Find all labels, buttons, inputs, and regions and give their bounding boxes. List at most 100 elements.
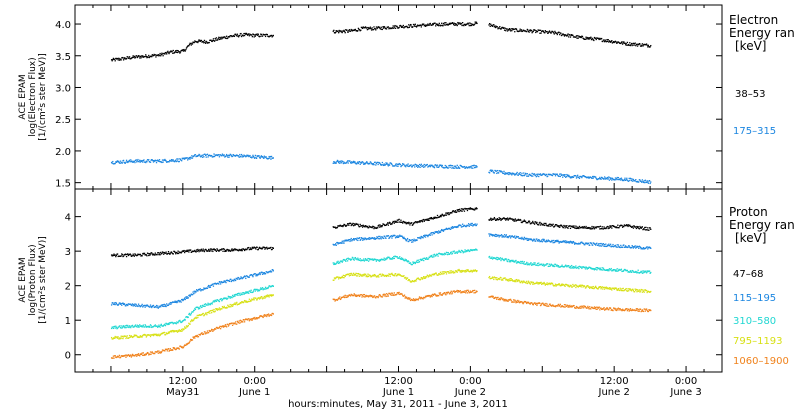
electron-data-point <box>636 180 639 183</box>
electron-data-point <box>494 25 496 27</box>
electron-data-point <box>454 24 456 26</box>
proton-data-point <box>391 257 394 259</box>
proton-data-point <box>125 327 127 329</box>
proton-data-point <box>363 225 366 227</box>
electron-data-point <box>556 173 558 175</box>
proton-data-point <box>568 242 570 244</box>
proton-data-point <box>349 240 351 243</box>
electron-data-point <box>523 172 525 174</box>
proton-data-point <box>557 226 560 228</box>
proton-data-point <box>635 271 638 273</box>
proton-data-point <box>254 288 256 290</box>
electron-data-point <box>138 161 140 163</box>
electron-data-point <box>558 175 560 177</box>
proton-data-point <box>533 263 536 266</box>
proton-data-point <box>240 277 243 279</box>
electron-data-point <box>494 26 497 29</box>
proton-data-point <box>164 304 167 306</box>
electron-data-point <box>466 23 469 25</box>
proton-data-point <box>252 247 255 249</box>
proton-data-point <box>194 308 197 311</box>
electron-data-point <box>228 36 231 38</box>
proton-data-point <box>194 249 196 252</box>
proton-data-point <box>176 330 178 333</box>
proton-data-point <box>255 275 257 277</box>
proton-data-point <box>494 233 497 236</box>
proton-data-point <box>547 239 549 241</box>
proton-data-point <box>130 356 133 358</box>
electron-data-point <box>623 179 626 181</box>
proton-data-point <box>585 266 587 268</box>
proton-data-point <box>160 324 162 326</box>
proton-data-point <box>539 221 541 224</box>
electron-data-point <box>595 38 597 41</box>
proton-data-point <box>456 211 458 213</box>
electron-data-point <box>199 155 201 157</box>
electron-data-point <box>262 156 264 159</box>
proton-data-point <box>154 352 156 355</box>
electron-data-point <box>448 164 451 167</box>
proton-data-point <box>507 278 509 281</box>
electron-data-point <box>577 37 579 39</box>
proton-data-point <box>252 297 255 299</box>
proton-data-point <box>565 226 567 228</box>
proton-data-point <box>263 295 266 298</box>
proton-data-point <box>121 253 123 255</box>
proton-data-point <box>617 270 619 272</box>
electron-data-point <box>640 180 642 183</box>
proton-data-point <box>467 223 470 225</box>
proton-data-point <box>159 254 161 256</box>
proton-data-point <box>245 292 248 294</box>
proton-data-point <box>560 265 563 268</box>
proton-data-point <box>417 277 419 279</box>
electron-data-point <box>443 24 445 26</box>
proton-data-point <box>348 224 350 226</box>
electron-data-point <box>424 24 426 26</box>
proton-data-point <box>398 273 400 275</box>
proton-data-point <box>581 284 584 286</box>
electron-data-point <box>527 29 529 31</box>
proton-data-point <box>398 218 400 221</box>
electron-data-point <box>610 40 612 43</box>
proton-data-point <box>236 278 239 280</box>
proton-data-point <box>156 351 158 353</box>
electron-data-point <box>449 23 451 25</box>
electron-data-point <box>514 174 516 176</box>
electron-data-point <box>540 32 542 34</box>
proton-data-point <box>149 324 152 326</box>
proton-data-point <box>342 240 345 242</box>
proton-data-point <box>242 276 245 279</box>
electron-data-point <box>184 50 186 52</box>
proton-data-point <box>469 208 471 210</box>
electron-data-point <box>517 174 520 176</box>
proton-data-point <box>196 317 198 319</box>
electron-data-point <box>505 30 507 32</box>
proton-data-point <box>593 269 596 271</box>
electron-data-point <box>460 23 463 25</box>
electron-data-point <box>438 166 440 168</box>
proton-data-point <box>605 243 607 245</box>
proton-data-point <box>427 218 430 220</box>
electron-data-point <box>364 26 367 28</box>
electron-data-point <box>585 36 587 38</box>
proton-data-point <box>270 295 273 297</box>
electron-data-point <box>628 177 630 180</box>
electron-data-point <box>436 23 438 25</box>
proton-data-point <box>377 225 379 227</box>
proton-data-point <box>170 251 173 253</box>
electron-data-point <box>165 52 167 54</box>
electron-data-point <box>176 160 179 162</box>
proton-data-point <box>616 244 618 246</box>
proton-data-point <box>138 326 140 328</box>
proton-data-point <box>369 275 372 277</box>
electron-data-point <box>179 158 182 161</box>
proton-data-point <box>435 255 437 257</box>
proton-data-point <box>646 246 648 248</box>
proton-data-point <box>215 300 218 302</box>
proton-data-point <box>644 229 647 231</box>
proton-data-point <box>593 287 596 289</box>
proton-data-point <box>476 270 478 272</box>
electron-data-point <box>207 156 209 158</box>
proton-data-point <box>451 210 454 213</box>
